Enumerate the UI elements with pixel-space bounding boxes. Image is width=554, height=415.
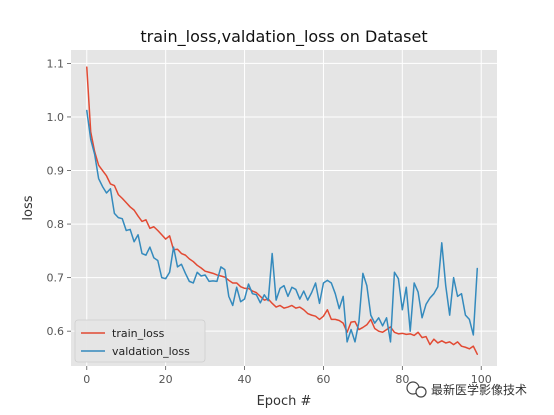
watermark: 最新医学影像技术: [406, 381, 527, 398]
watermark-text: 最新医学影像技术: [431, 382, 527, 397]
series-layer: [86, 66, 479, 355]
train-loss-line: [86, 66, 479, 355]
y-tick-label: 0.7: [47, 272, 65, 285]
ticks: 0 20 40 60 80 100 0.6 0.7 0.8 0.9 1.0 1.1: [47, 57, 492, 386]
plot-background: [71, 50, 497, 366]
y-axis-label: loss: [21, 195, 36, 220]
y-tick-label: 0.6: [47, 325, 65, 338]
y-tick-label: 1.0: [47, 111, 65, 124]
x-tick-label: 100: [471, 373, 492, 386]
legend-label-train: train_loss: [112, 327, 165, 340]
x-tick-label: 60: [316, 373, 330, 386]
x-tick-label: 40: [238, 373, 252, 386]
legend-box: [74, 319, 206, 363]
wechat-icon: [406, 381, 427, 398]
y-tick-label: 0.9: [47, 165, 65, 178]
y-tick-label: 0.8: [47, 218, 65, 231]
legend: train_loss valdation_loss: [74, 319, 206, 363]
x-tick-label: 0: [83, 373, 90, 386]
x-tick-label: 80: [395, 373, 409, 386]
y-tick-label: 1.1: [47, 57, 65, 70]
x-axis-label: Epoch #: [257, 394, 312, 409]
x-tick-label: 20: [159, 373, 173, 386]
chart-title: train_loss,valdation_loss on Dataset: [140, 27, 427, 47]
validation-loss-line: [86, 109, 479, 343]
legend-label-validation: valdation_loss: [112, 345, 190, 358]
